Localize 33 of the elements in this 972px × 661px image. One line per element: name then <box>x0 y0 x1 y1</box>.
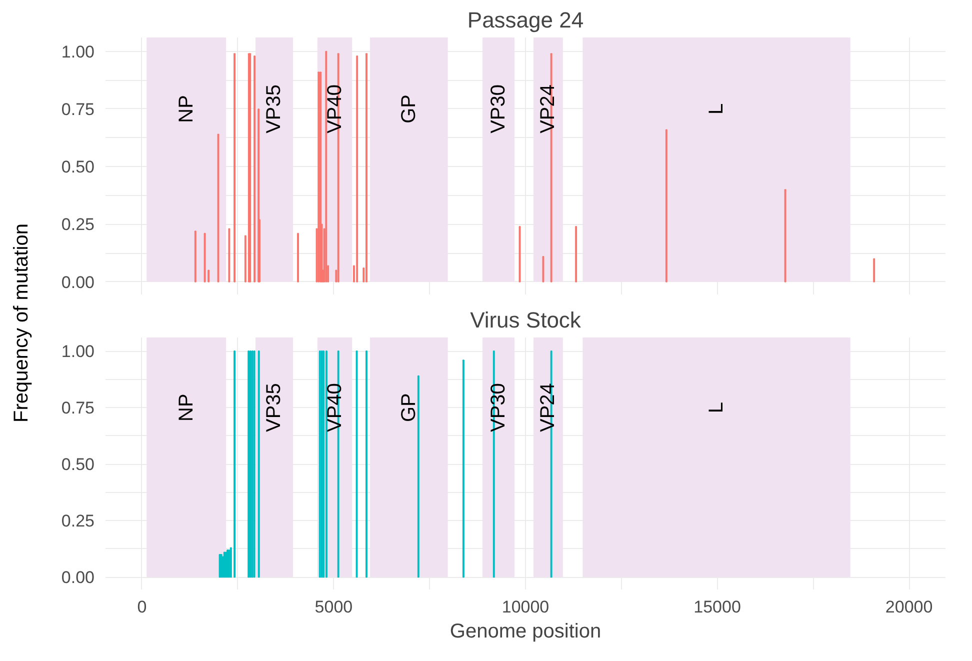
band-label: VP40 <box>324 84 346 134</box>
band-label: NP <box>175 95 198 123</box>
band-label: VP24 <box>537 84 560 134</box>
x-tick-label: 10000 <box>502 598 550 616</box>
x-tick-label: 15000 <box>694 598 741 616</box>
band-label: L <box>706 402 728 414</box>
y-tick-label: 0.25 <box>61 215 95 234</box>
band-label: NP <box>175 394 198 422</box>
band-label: VP40 <box>324 383 346 432</box>
x-tick-label: 20000 <box>885 598 933 616</box>
y-tick-label: 1.00 <box>61 42 95 62</box>
y-tick-label: 0.50 <box>61 158 95 177</box>
band-label: VP35 <box>263 84 286 134</box>
text: 0.00 <box>61 568 95 588</box>
y-tick-label: 0.75 <box>61 100 95 119</box>
y-tick-label: 1.00 <box>61 342 95 362</box>
chart-title: Passage 24 <box>467 8 584 32</box>
x-tick-label: 5000 <box>314 598 353 616</box>
text: 0.00 <box>61 272 95 292</box>
band-label: VP30 <box>487 84 510 134</box>
y-tick-label: 0.50 <box>61 455 95 474</box>
band-label: L <box>706 103 728 115</box>
chart-title: Virus Stock <box>470 308 582 332</box>
band-label: GP <box>398 94 420 124</box>
y-tick-label: 0.75 <box>61 398 95 418</box>
band-label: VP30 <box>487 383 510 432</box>
x-axis-title: Genome position <box>450 620 602 642</box>
x-tick-label: 0 <box>137 598 147 616</box>
y-tick-label: 0.25 <box>61 512 95 531</box>
band-label: GP <box>398 393 420 422</box>
band-label: VP24 <box>537 383 560 432</box>
band-label: VP35 <box>263 383 286 432</box>
y-axis-title: Frequency of mutation <box>10 223 32 422</box>
